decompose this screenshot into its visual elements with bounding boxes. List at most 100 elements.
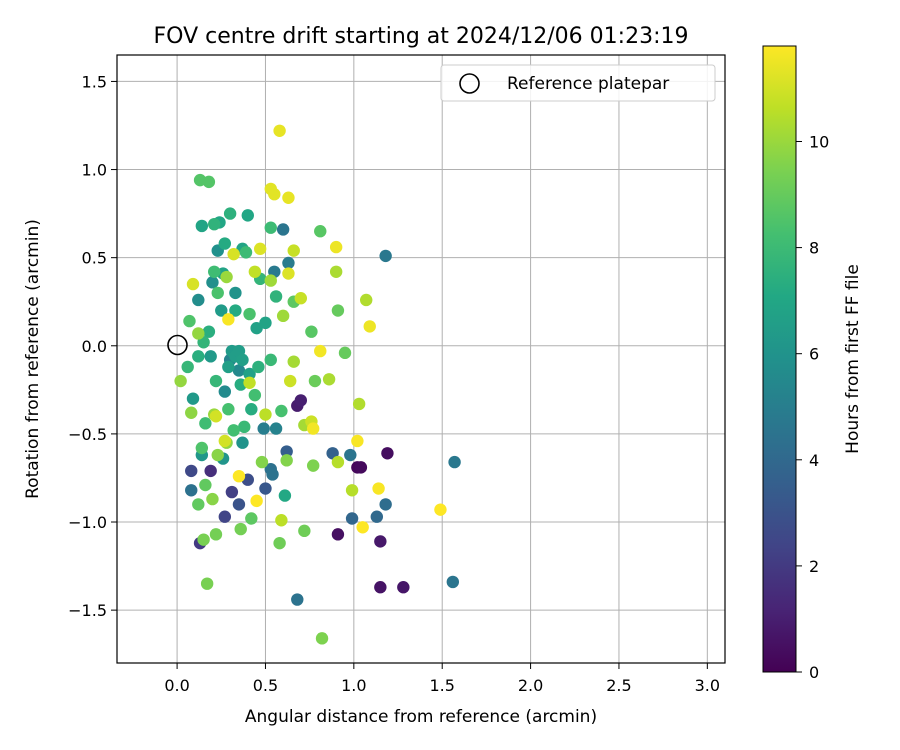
colorbar-tick-label: 6 <box>809 345 819 364</box>
y-tick-label: −0.5 <box>68 425 107 444</box>
data-point <box>381 447 394 460</box>
data-point <box>229 304 242 317</box>
x-tick-label: 2.5 <box>606 676 631 695</box>
data-point <box>448 455 461 469</box>
data-point <box>287 355 300 368</box>
data-point <box>331 455 345 469</box>
data-point <box>204 350 217 363</box>
data-point <box>322 373 336 386</box>
data-point <box>248 265 262 278</box>
data-point <box>345 484 359 497</box>
data-point <box>298 524 311 538</box>
y-tick-label: 1.0 <box>82 161 107 180</box>
colorbar-tick-label: 0 <box>809 663 819 682</box>
data-point <box>243 367 256 381</box>
data-point <box>287 244 300 257</box>
data-point <box>174 374 187 388</box>
data-point <box>197 533 210 546</box>
data-point <box>223 207 237 220</box>
plot-frame <box>116 54 726 664</box>
data-point <box>259 408 272 421</box>
x-tick-label: 1.0 <box>341 676 366 695</box>
data-point <box>202 325 216 338</box>
data-point <box>282 256 295 270</box>
data-point <box>206 492 219 506</box>
data-point <box>264 182 277 196</box>
data-point <box>200 577 214 590</box>
data-point <box>397 581 410 594</box>
data-point <box>250 494 263 508</box>
data-point <box>204 464 217 478</box>
data-point <box>208 217 221 231</box>
y-tick-label: −1.0 <box>68 513 107 532</box>
data-point <box>185 484 198 497</box>
data-point <box>284 374 297 388</box>
data-point <box>264 274 277 287</box>
data-point <box>291 593 304 606</box>
data-point <box>199 417 212 430</box>
data-point <box>222 360 235 374</box>
data-point <box>218 434 232 448</box>
data-point <box>379 498 392 511</box>
data-point <box>351 434 364 448</box>
data-point <box>308 374 322 388</box>
x-tick-label: 0.0 <box>164 676 189 695</box>
data-point <box>193 173 207 187</box>
data-point <box>209 410 223 423</box>
y-tick-label: 0.0 <box>82 337 107 356</box>
data-point <box>211 448 224 462</box>
data-point <box>234 522 247 536</box>
data-point <box>354 461 368 474</box>
data-point <box>363 320 376 333</box>
data-point <box>245 512 258 525</box>
data-point <box>209 528 223 541</box>
data-point <box>239 246 253 259</box>
data-point <box>269 422 283 435</box>
data-point <box>243 376 256 389</box>
data-point <box>360 293 373 307</box>
data-point <box>225 485 239 499</box>
data-point <box>186 392 200 405</box>
x-tick-label: 1.5 <box>429 676 454 695</box>
legend-label: Reference platepar <box>507 74 669 94</box>
data-point <box>257 422 270 435</box>
data-point <box>374 535 387 548</box>
data-point <box>222 313 235 326</box>
data-point <box>211 286 224 300</box>
data-point <box>264 221 277 234</box>
data-point <box>185 406 198 419</box>
data-point <box>232 469 246 483</box>
data-point <box>215 304 228 317</box>
data-point <box>356 521 369 534</box>
colorbar-tick-label: 10 <box>809 132 829 151</box>
data-point <box>232 364 246 377</box>
data-point <box>379 249 392 263</box>
data-point <box>253 242 267 256</box>
data-point <box>255 455 269 469</box>
data-points <box>174 124 461 645</box>
y-axis-ticks: −1.5 −1.0 −0.5 0.0 0.5 1.0 1.5 <box>68 72 117 620</box>
data-point <box>331 528 345 541</box>
data-point <box>305 325 318 338</box>
data-point <box>314 344 327 358</box>
data-point <box>372 482 385 495</box>
data-point <box>264 353 277 367</box>
data-point <box>248 388 262 402</box>
data-point <box>345 512 359 525</box>
data-point <box>183 314 196 328</box>
data-point <box>243 307 256 321</box>
data-point <box>220 270 233 284</box>
y-tick-label: 0.5 <box>82 249 107 268</box>
data-point <box>229 286 242 300</box>
x-axis-ticks: 0.0 0.5 1.0 1.5 2.0 2.5 3.0 <box>164 663 720 695</box>
data-point <box>195 219 209 233</box>
data-point <box>294 394 308 407</box>
data-point <box>370 510 384 523</box>
data-point <box>208 265 221 278</box>
x-axis-label: Angular distance from reference (arcmin) <box>245 707 597 727</box>
data-point <box>252 360 265 374</box>
chart-title: FOV centre drift starting at 2024/12/06 … <box>154 24 689 49</box>
data-point <box>331 304 345 317</box>
data-point <box>192 293 205 307</box>
